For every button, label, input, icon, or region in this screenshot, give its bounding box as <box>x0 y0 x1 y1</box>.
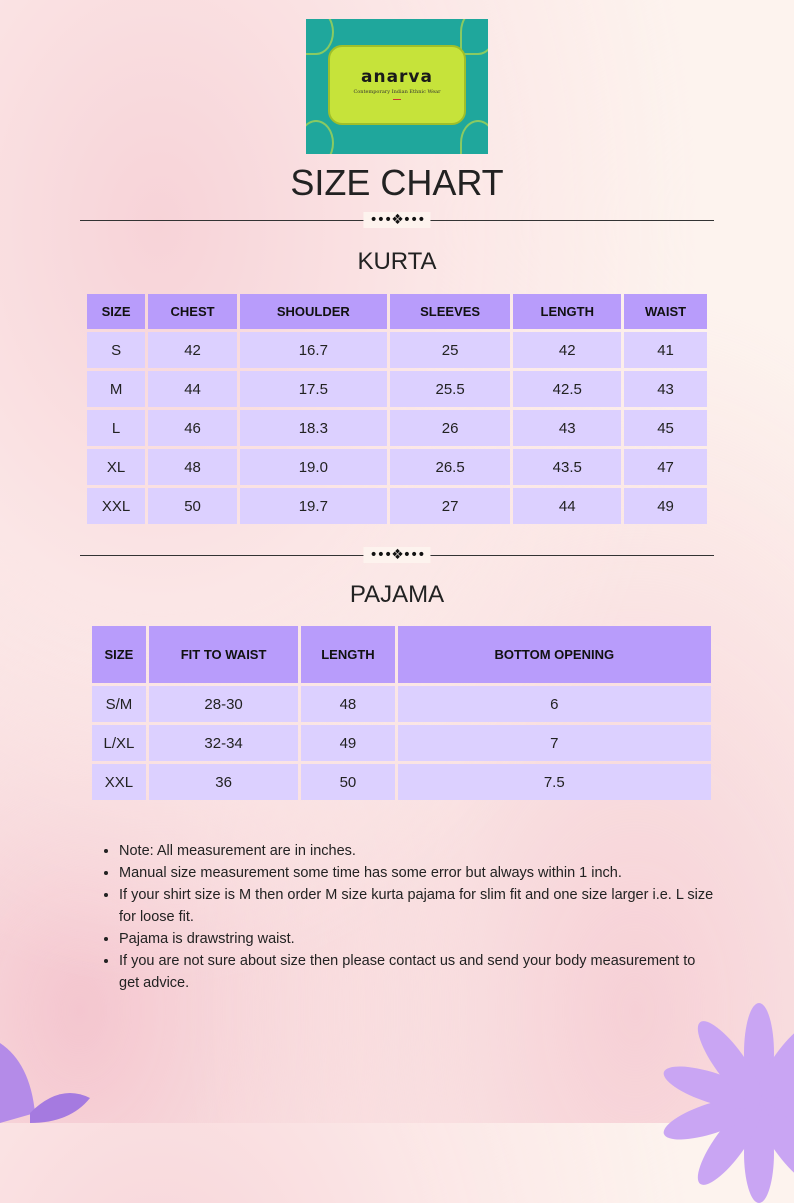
table-cell: 19.0 <box>239 449 387 485</box>
note-item: If your shirt size is M then order M siz… <box>119 884 719 928</box>
divider: •••❖••• <box>80 212 714 228</box>
table-cell: 50 <box>301 764 395 800</box>
column-header: LENGTH <box>513 294 622 329</box>
pajama-size-table: SIZE FIT TO WAIST LENGTH BOTTOM OPENING S/M 2… <box>89 623 714 803</box>
table-cell: 18.3 <box>239 410 387 446</box>
table-cell: 50 <box>148 488 237 524</box>
pajama-title: PAJAMA <box>349 581 445 608</box>
table-row: XXL 36 50 7.5 <box>92 764 711 800</box>
note-item: Pajama is drawstring waist. <box>119 928 719 950</box>
table-cell: 36 <box>148 764 299 800</box>
table-cell: 43.5 <box>513 449 622 485</box>
column-header: CHEST <box>148 294 237 329</box>
table-cell: XL <box>87 449 146 485</box>
table-cell: 42.5 <box>513 371 622 407</box>
flower-decoration <box>654 1003 794 1203</box>
table-cell: XXL <box>92 764 146 800</box>
table-row: XXL 50 19.7 27 44 49 <box>87 488 707 524</box>
table-cell: 17.5 <box>239 371 387 407</box>
table-cell: 7.5 <box>397 764 711 800</box>
table-row: S/M 28-30 48 6 <box>92 686 711 722</box>
divider: •••❖••• <box>80 547 714 563</box>
column-header: SIZE <box>87 294 146 329</box>
table-cell: S/M <box>92 686 146 722</box>
logo-tagline: Contemporary Indian Ethnic Wear <box>353 89 441 95</box>
column-header: SIZE <box>92 626 146 683</box>
table-cell: L <box>87 410 146 446</box>
table-cell: 43 <box>624 371 707 407</box>
table-cell: 45 <box>624 410 707 446</box>
table-cell: 43 <box>513 410 622 446</box>
table-cell: 42 <box>513 332 622 368</box>
column-header: FIT TO WAIST <box>148 626 299 683</box>
table-cell: 25.5 <box>389 371 511 407</box>
note-item: Note: All measurement are in inches. <box>119 840 719 862</box>
table-cell: 26.5 <box>389 449 511 485</box>
ornament-icon: •••❖••• <box>363 547 431 563</box>
note-item: If you are not sure about size then plea… <box>119 950 719 994</box>
table-cell: L/XL <box>92 725 146 761</box>
column-header: WAIST <box>624 294 707 329</box>
table-cell: 46 <box>148 410 237 446</box>
table-cell: 41 <box>624 332 707 368</box>
table-cell: 27 <box>389 488 511 524</box>
table-cell: 16.7 <box>239 332 387 368</box>
note-item: Manual size measurement some time has so… <box>119 862 719 884</box>
table-row: S 42 16.7 25 42 41 <box>87 332 707 368</box>
table-cell: 49 <box>301 725 395 761</box>
ornament-icon: •••❖••• <box>363 212 431 228</box>
table-row: M 44 17.5 25.5 42.5 43 <box>87 371 707 407</box>
table-cell: 49 <box>624 488 707 524</box>
table-cell: XXL <box>87 488 146 524</box>
brand-logo: anarva Contemporary Indian Ethnic Wear <box>306 19 488 154</box>
table-cell: 19.7 <box>239 488 387 524</box>
table-cell: 7 <box>397 725 711 761</box>
column-header: BOTTOM OPENING <box>397 626 711 683</box>
table-cell: 44 <box>513 488 622 524</box>
page-title: SIZE CHART <box>290 162 504 203</box>
column-header: SLEEVES <box>389 294 511 329</box>
table-cell: 26 <box>389 410 511 446</box>
table-cell: 48 <box>148 449 237 485</box>
table-cell: 6 <box>397 686 711 722</box>
table-cell: 32-34 <box>148 725 299 761</box>
table-row: L 46 18.3 26 43 45 <box>87 410 707 446</box>
logo-brand: anarva <box>361 67 433 87</box>
column-header: LENGTH <box>301 626 395 683</box>
table-cell: 28-30 <box>148 686 299 722</box>
table-cell: 44 <box>148 371 237 407</box>
butterfly-decoration <box>0 1043 90 1123</box>
table-cell: 47 <box>624 449 707 485</box>
notes-list: Note: All measurement are in inches. Man… <box>119 840 719 994</box>
table-row: L/XL 32-34 49 7 <box>92 725 711 761</box>
kurta-title: KURTA <box>357 248 437 275</box>
table-cell: 42 <box>148 332 237 368</box>
table-row: XL 48 19.0 26.5 43.5 47 <box>87 449 707 485</box>
kurta-size-table: SIZE CHEST SHOULDER SLEEVES LENGTH WAIST S 42 16… <box>84 291 710 527</box>
table-cell: 48 <box>301 686 395 722</box>
table-cell: S <box>87 332 146 368</box>
table-cell: 25 <box>389 332 511 368</box>
column-header: SHOULDER <box>239 294 387 329</box>
table-cell: M <box>87 371 146 407</box>
